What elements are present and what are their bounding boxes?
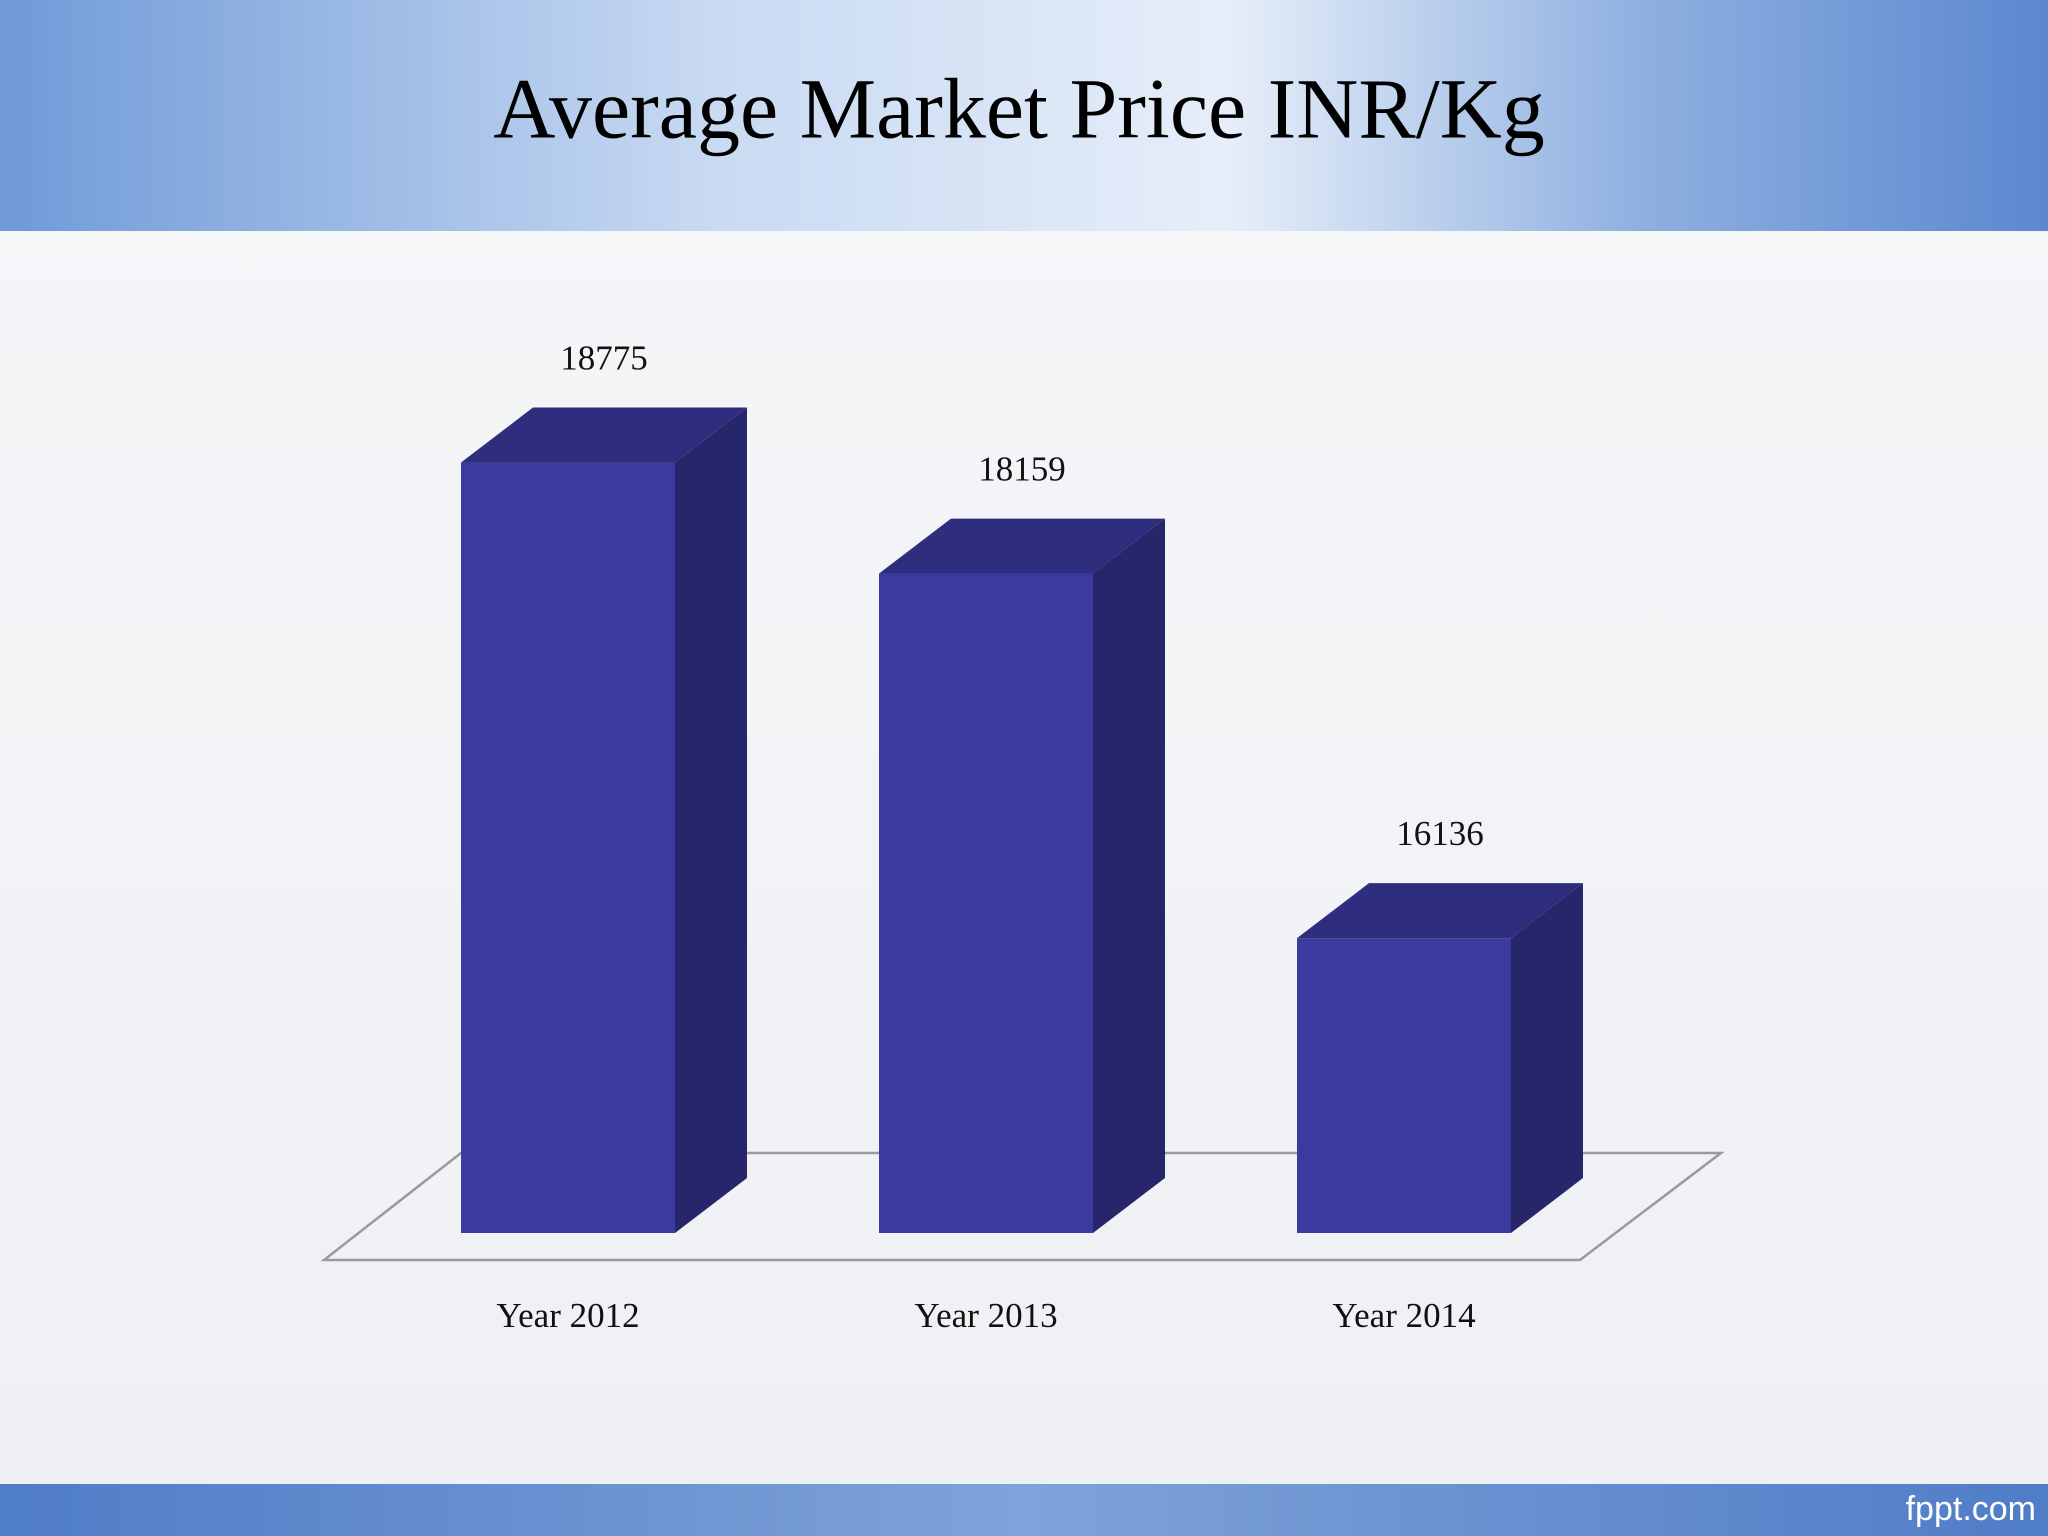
bar-top <box>1297 883 1583 939</box>
x-tick-label: Year 2013 <box>914 1296 1057 1335</box>
x-tick-label: Year 2012 <box>496 1296 639 1335</box>
floor <box>320 1151 1725 1262</box>
bar-front <box>461 462 675 1233</box>
bar-top <box>879 518 1165 574</box>
value-label: 18159 <box>978 450 1066 489</box>
chart-title: Average Market Price INR/Kg <box>493 61 1545 157</box>
value-label: 16136 <box>1396 814 1484 853</box>
bar-side <box>1511 883 1583 1233</box>
header-band <box>0 0 2048 231</box>
bar-side <box>675 407 747 1233</box>
source: fppt.com <box>1906 1490 2036 1528</box>
bar-front <box>1297 938 1511 1233</box>
value-label: 18775 <box>560 339 648 378</box>
bar-front <box>879 573 1093 1233</box>
x-tick-label: Year 2014 <box>1332 1296 1475 1335</box>
bar-side <box>1093 518 1165 1233</box>
footer-band <box>0 1484 2048 1536</box>
bar-top <box>461 407 747 463</box>
